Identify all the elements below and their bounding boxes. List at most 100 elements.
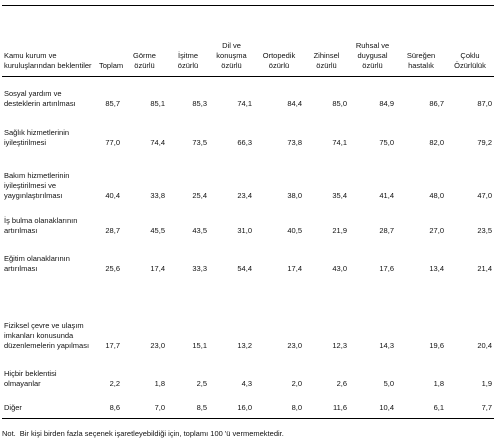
table-row: Eğitim olanaklarının artırılması 25,6 17,4…: [2, 241, 494, 279]
column-header: Kamu kurum ve kuruluşlarından beklentile…: [4, 51, 92, 70]
cell-value: 19,6: [429, 340, 444, 350]
cell-value: 27,0: [429, 225, 444, 235]
cell-value: 74,4: [150, 137, 165, 147]
cell-value: 28,7: [379, 225, 394, 235]
header-row: Kamu kurum ve kuruluşlarından beklentile…: [2, 5, 494, 77]
table-row: Diğer 8,6 7,0 8,5 16,0 8,0 11,6 10,4 6,1 7,7: [2, 394, 494, 419]
cell-value: 28,7: [105, 225, 120, 235]
note: Not. Bir kişi birden fazla seçenek işaret…: [2, 429, 284, 438]
row-label: Sosyal yardım ve desteklerin artırılması: [4, 88, 76, 108]
column-header: Ortopedik özürlü: [262, 51, 296, 70]
cell-value: 2,6: [336, 378, 347, 388]
row-label: Diğer: [4, 403, 22, 412]
cell-value: 1,9: [481, 378, 492, 388]
cell-value: 8,5: [196, 403, 207, 412]
cell-value: 85,7: [105, 98, 120, 108]
cell-value: 7,0: [154, 403, 165, 412]
table-row: Sosyal yardım ve desteklerin artırılması…: [2, 77, 494, 114]
cell-value: 23,0: [150, 340, 165, 350]
table-body: Sosyal yardım ve desteklerin artırılması…: [2, 77, 494, 419]
cell-value: 66,3: [237, 137, 252, 147]
note-text: Bir kişi birden fazla seçenek işaretleye…: [19, 429, 284, 438]
cell-value: 75,0: [379, 137, 394, 147]
cell-value: 47,0: [477, 190, 492, 200]
cell-value: 43,0: [332, 263, 347, 273]
row-label: Bakım hizmetlerinin iyileştirilmesi ve y…: [4, 170, 70, 200]
cell-value: 17,7: [105, 340, 120, 350]
cell-value: 84,9: [379, 98, 394, 108]
cell-value: 79,2: [477, 137, 492, 147]
cell-value: 5,0: [383, 378, 394, 388]
cell-value: 35,4: [332, 190, 347, 200]
row-label: İş bulma olanaklarının artırılması: [4, 215, 78, 235]
cell-value: 16,0: [237, 403, 252, 412]
cell-value: 54,4: [237, 263, 252, 273]
column-header: Toplam: [99, 61, 124, 70]
table-row: Sağlık hizmetlerinin iyileştirilmesi 77,0…: [2, 114, 494, 153]
cell-value: 31,0: [237, 225, 252, 235]
cell-value: 85,3: [192, 98, 207, 108]
row-label: Eğitim olanaklarının artırılması: [4, 253, 70, 273]
table-row: İş bulma olanaklarının artırılması 28,7 45…: [2, 206, 494, 241]
cell-value: 23,4: [237, 190, 252, 200]
cell-value: 41,4: [379, 190, 394, 200]
cell-value: 20,4: [477, 340, 492, 350]
cell-value: 13,2: [237, 340, 252, 350]
cell-value: 25,6: [105, 263, 120, 273]
cell-value: 48,0: [429, 190, 444, 200]
cell-value: 23,5: [477, 225, 492, 235]
column-header: Çoklu Özürlülük: [454, 51, 486, 70]
column-header: Süreğen hastalık: [406, 51, 436, 70]
cell-value: 4,3: [241, 378, 252, 388]
cell-value: 40,5: [287, 225, 302, 235]
cell-value: 85,1: [150, 98, 165, 108]
cell-value: 1,8: [433, 378, 444, 388]
cell-value: 45,5: [150, 225, 165, 235]
cell-value: 2,2: [109, 378, 120, 388]
cell-value: 17,6: [379, 263, 394, 273]
cell-value: 12,3: [332, 340, 347, 350]
table-row: Hiçbir beklentisi olmayanlar 2,2 1,8 2,5 4,3…: [2, 356, 494, 394]
cell-value: 15,1: [192, 340, 207, 350]
cell-value: 43,5: [192, 225, 207, 235]
column-header: Görme özürlü: [133, 51, 156, 70]
column-header: Ruhsal ve duygusal özürlü: [355, 41, 390, 70]
cell-value: 74,1: [332, 137, 347, 147]
cell-value: 87,0: [477, 98, 492, 108]
cell-value: 21,9: [332, 225, 347, 235]
cell-value: 2,5: [196, 378, 207, 388]
cell-value: 40,4: [105, 190, 120, 200]
cell-value: 73,8: [287, 137, 302, 147]
table-row: Fiziksel çevre ve ulaşım imkanları konus…: [2, 279, 494, 356]
cell-value: 82,0: [429, 137, 444, 147]
cell-value: 74,1: [237, 98, 252, 108]
cell-value: 33,3: [192, 263, 207, 273]
cell-value: 17,4: [150, 263, 165, 273]
cell-value: 13,4: [429, 263, 444, 273]
cell-value: 17,4: [287, 263, 302, 273]
cell-value: 25,4: [192, 190, 207, 200]
note-label: Not.: [2, 429, 16, 438]
data-table: Kamu kurum ve kuruluşlarından beklentile…: [2, 5, 494, 419]
cell-value: 73,5: [192, 137, 207, 147]
cell-value: 1,8: [154, 378, 165, 388]
cell-value: 33,8: [150, 190, 165, 200]
cell-value: 86,7: [429, 98, 444, 108]
cell-value: 21,4: [477, 263, 492, 273]
cell-value: 23,0: [287, 340, 302, 350]
column-header: İşitme özürlü: [177, 51, 199, 70]
cell-value: 8,6: [109, 403, 120, 412]
cell-value: 8,0: [291, 403, 302, 412]
cell-value: 10,4: [379, 403, 394, 412]
row-label: Fiziksel çevre ve ulaşım imkanları konus…: [4, 320, 90, 350]
cell-value: 77,0: [105, 137, 120, 147]
column-header: Dil ve konuşma özürlü: [216, 41, 247, 70]
cell-value: 11,6: [332, 403, 347, 412]
cell-value: 14,3: [379, 340, 394, 350]
cell-value: 7,7: [481, 403, 492, 412]
cell-value: 6,1: [433, 403, 444, 412]
column-header: Zihinsel özürlü: [313, 51, 340, 70]
table-row: Bakım hizmetlerinin iyileştirilmesi ve y…: [2, 153, 494, 206]
cell-value: 85,0: [332, 98, 347, 108]
